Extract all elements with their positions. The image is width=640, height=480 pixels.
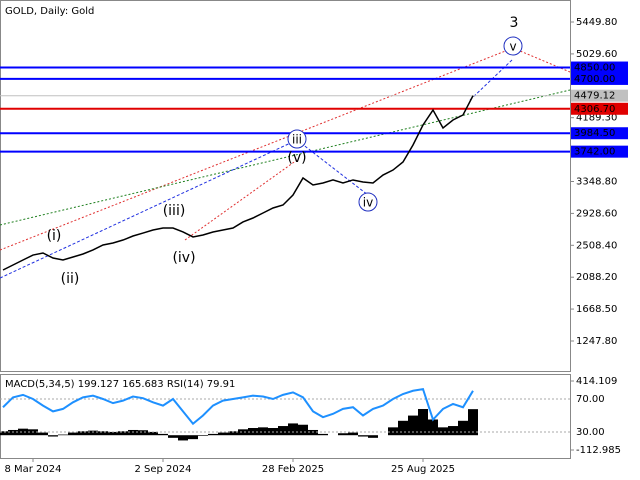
level-label: 4306.70 [574, 104, 615, 115]
macd-bar [448, 426, 458, 436]
macd-bar [128, 429, 138, 436]
macd-bar [78, 431, 88, 436]
wave-label: (iv) [172, 250, 195, 266]
macd-bar [438, 427, 448, 436]
wave-label: (i) [47, 228, 62, 244]
level-label-box [571, 127, 628, 140]
wave-circle [503, 36, 523, 56]
macd-bar [338, 433, 348, 436]
main-panel [0, 0, 571, 372]
macd-bar [278, 426, 288, 436]
price-line [2, 95, 474, 271]
x-tick-label: 8 Mar 2024 [4, 464, 61, 475]
y-tick-label: -112.985 [576, 445, 621, 456]
macd-bar [108, 431, 118, 436]
macd-bar [468, 409, 478, 436]
macd-bar [68, 432, 78, 436]
y-tick-label: 5029.60 [576, 49, 617, 60]
macd-bar [358, 435, 368, 437]
macd-bar [348, 432, 358, 436]
level-label: 3742.00 [574, 147, 615, 158]
macd-bar [38, 432, 48, 436]
wave-label: (iii) [163, 203, 186, 219]
level-label: 4700.00 [574, 74, 615, 85]
wave-line [184, 159, 298, 241]
macd-bar [258, 427, 268, 436]
y-tick-label: 3348.80 [576, 177, 617, 188]
y-tick-label: 414.109 [576, 376, 617, 387]
y-tick-label: 30.00 [576, 427, 605, 438]
wave-label: (v) [287, 150, 306, 166]
macd-bar [418, 409, 428, 436]
macd-bar [288, 423, 298, 436]
indicator-title: MACD(5,34,5) 199.127 165.683 RSI(14) 79.… [5, 379, 235, 390]
macd-bar [318, 433, 328, 436]
wave-circle [358, 192, 378, 212]
x-tick-label: 25 Aug 2025 [391, 464, 455, 475]
y-tick-label: 2508.40 [576, 240, 617, 251]
macd-bar [218, 432, 228, 436]
level-label-box [571, 61, 628, 74]
macd-bar [0, 431, 8, 436]
macd-bar [308, 429, 318, 436]
macd-bar [98, 431, 108, 436]
wave-label: v [509, 40, 516, 54]
y-tick-label: 2928.60 [576, 208, 617, 219]
level-label: 3984.50 [574, 128, 615, 139]
wave-label: 3 [510, 15, 519, 31]
x-tick-label: 2 Sep 2024 [134, 464, 191, 475]
macd-bar [458, 420, 468, 436]
macd-bar [158, 433, 168, 436]
x-tick-label: 28 Feb 2025 [262, 464, 324, 475]
macd-bar [368, 435, 378, 438]
level-label: 4850.00 [574, 63, 615, 74]
y-tick-label: 70.00 [576, 394, 605, 405]
y-tick-label: 5449.80 [576, 17, 617, 28]
wave-label: (ii) [61, 271, 80, 287]
macd-bar [148, 431, 158, 436]
macd-bar [88, 430, 98, 436]
wave-label: iii [292, 133, 302, 147]
level-label-box [571, 72, 628, 85]
level-label-box [571, 145, 628, 158]
macd-bar [118, 431, 128, 436]
y-tick-label: 4189.30 [576, 113, 617, 124]
macd-bar [298, 424, 308, 436]
macd-bar [58, 434, 68, 436]
y-tick-label: 2088.20 [576, 272, 617, 283]
macd-bar [428, 419, 438, 436]
wave-line [0, 139, 298, 279]
macd-bar [388, 427, 398, 436]
macd-bar [18, 428, 28, 436]
macd-bar [168, 435, 178, 438]
macd-bar [238, 429, 248, 436]
macd-bar [408, 415, 418, 436]
y-tick-label: 1668.50 [576, 304, 617, 315]
wave-label: iv [363, 196, 373, 210]
macd-bar [138, 430, 148, 436]
macd-bar [178, 435, 188, 441]
wave-lines [0, 47, 571, 279]
macd-bar [198, 435, 208, 436]
macd-bar [398, 420, 408, 436]
level-label-box [571, 102, 628, 115]
rsi-line [2, 387, 474, 426]
price-label-box [571, 89, 628, 102]
macd-bar [228, 431, 238, 436]
macd-bar [188, 435, 198, 440]
macd-bar [48, 435, 58, 437]
trend-line [0, 89, 571, 226]
chart-title: GOLD, Daily: Gold [5, 6, 94, 17]
y-tick-label: 1247.80 [576, 336, 617, 347]
wave-circle [287, 129, 307, 149]
macd-bar [208, 433, 218, 436]
macd-bar [8, 429, 18, 436]
current-price-label: 4479.12 [574, 91, 615, 102]
